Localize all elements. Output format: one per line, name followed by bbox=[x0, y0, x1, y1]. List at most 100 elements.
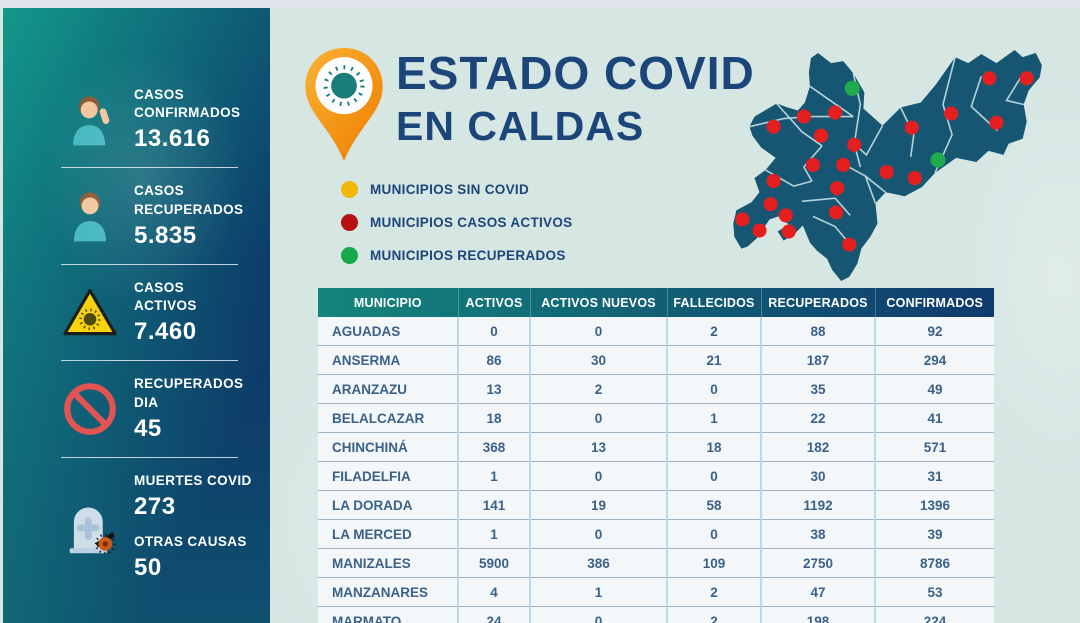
tombstone-icon bbox=[61, 499, 119, 555]
title-line1: ESTADO COVID bbox=[396, 47, 755, 99]
table-cell: 1 bbox=[457, 519, 530, 549]
table-cell: 30 bbox=[529, 345, 667, 375]
table-cell: 1 bbox=[457, 461, 530, 491]
active-municipality-dot bbox=[989, 115, 1004, 130]
legend-item: MUNICIPIOS CASOS ACTIVOS bbox=[341, 214, 572, 231]
table-cell: 368 bbox=[457, 432, 530, 462]
municipality-name: LA DORADA bbox=[318, 490, 458, 520]
table-cell: 187 bbox=[760, 345, 875, 375]
table-cell: 8786 bbox=[874, 548, 994, 578]
sidebar-stat-item: CASOS CONFIRMADOS 13.616 bbox=[3, 86, 270, 153]
table-cell: 198 bbox=[760, 606, 875, 623]
table-cell: 39 bbox=[874, 519, 994, 549]
table-row: ANSERMA 86 30 21 187 294 bbox=[318, 345, 994, 375]
stat-label: RECUPERADOS DIA bbox=[134, 376, 244, 410]
table-cell: 2 bbox=[666, 577, 761, 607]
table-cell: 0 bbox=[529, 461, 667, 491]
table-cell: 13 bbox=[457, 374, 530, 404]
active-municipality-dot bbox=[766, 119, 781, 134]
sidebar-divider bbox=[61, 360, 238, 362]
active-municipality-dot bbox=[763, 197, 778, 212]
municipality-name: MANZANARES bbox=[318, 577, 458, 607]
stat-entry: MUERTES COVID 273 bbox=[134, 472, 252, 521]
sidebar-divider bbox=[61, 263, 238, 265]
map-legend: MUNICIPIOS SIN COVID MUNICIPIOS CASOS ACT… bbox=[341, 181, 572, 280]
table-cell: 30 bbox=[760, 461, 875, 491]
person-waving-icon bbox=[61, 93, 119, 147]
column-header: MUNICIPIO bbox=[353, 295, 422, 310]
active-municipality-dot bbox=[907, 171, 922, 186]
table-row: CHINCHINÁ 368 13 18 182 571 bbox=[318, 432, 994, 462]
sidebar-divider bbox=[61, 167, 238, 169]
column-header: FALLECIDOS bbox=[666, 288, 761, 317]
person-icon bbox=[61, 189, 119, 243]
stat-entry: CASOS ACTIVOS 7.460 bbox=[134, 279, 197, 346]
stat-label: CASOS CONFIRMADOS bbox=[134, 87, 241, 121]
table-row: MARMATO 24 0 2 198 224 bbox=[318, 606, 994, 623]
table-row: ARANZAZU 13 2 0 35 49 bbox=[318, 374, 994, 404]
legend-dot-icon bbox=[341, 181, 358, 198]
table-cell: 88 bbox=[760, 317, 875, 346]
table-cell: 386 bbox=[529, 548, 667, 578]
column-header: CONFIRMADOS bbox=[874, 288, 994, 317]
active-municipality-dot bbox=[879, 164, 894, 180]
table-cell: 1 bbox=[529, 577, 667, 607]
recovered-municipality-dot bbox=[930, 152, 946, 168]
table-cell: 2 bbox=[666, 317, 761, 346]
table-cell: 21 bbox=[666, 345, 761, 375]
active-municipality-dot bbox=[847, 137, 862, 152]
table-cell: 1192 bbox=[760, 490, 875, 520]
table-cell: 24 bbox=[457, 606, 530, 623]
table-cell: 19 bbox=[529, 490, 667, 520]
table-row: AGUADAS 0 0 2 88 92 bbox=[318, 317, 994, 346]
virus-warning-icon bbox=[61, 287, 119, 339]
active-municipality-dot bbox=[781, 224, 796, 239]
top-strip bbox=[0, 0, 1080, 7]
municipality-name: MANIZALES bbox=[318, 548, 458, 578]
title-line2: EN CALDAS bbox=[396, 102, 645, 149]
municipality-name: BELALCAZAR bbox=[318, 403, 458, 433]
table-cell: 18 bbox=[457, 403, 530, 433]
table-cell: 92 bbox=[874, 317, 994, 346]
stat-value: 50 bbox=[134, 554, 162, 582]
stat-value: 13.616 bbox=[134, 125, 211, 153]
active-municipality-dot bbox=[836, 157, 851, 173]
column-header: RECUPERADOS bbox=[760, 288, 875, 317]
table-cell: 224 bbox=[874, 606, 994, 623]
table-row: MANZANARES 4 1 2 47 53 bbox=[318, 577, 994, 607]
legend-item: MUNICIPIOS SIN COVID bbox=[341, 181, 572, 198]
table-row: LA MERCED 1 0 0 38 39 bbox=[318, 519, 994, 549]
municipality-name: LA MERCED bbox=[318, 519, 458, 549]
active-municipality-dot bbox=[752, 223, 767, 238]
sidebar-stat-item: CASOS RECUPERADOS 5.835 bbox=[3, 182, 270, 249]
table-cell: 38 bbox=[760, 519, 875, 549]
table-cell: 49 bbox=[874, 374, 994, 404]
table-cell: 31 bbox=[874, 461, 994, 491]
active-municipality-dot bbox=[813, 128, 829, 143]
stat-value: 45 bbox=[134, 414, 162, 442]
municipality-name: CHINCHINÁ bbox=[318, 432, 458, 462]
table-cell: 2 bbox=[529, 374, 667, 404]
table-cell: 86 bbox=[457, 345, 530, 375]
municipality-name: ARANZAZU bbox=[318, 374, 458, 404]
table-header: MUNICIPIO ACTIVOS ACTIVOS NUEVOS FALLECIDOS… bbox=[318, 288, 994, 317]
table-row: MANIZALES 5900 386 109 2750 8786 bbox=[318, 548, 994, 578]
table-cell: 294 bbox=[874, 345, 994, 375]
table-cell: 0 bbox=[529, 403, 667, 433]
active-municipality-dot bbox=[982, 71, 997, 86]
stat-label: CASOS RECUPERADOS bbox=[134, 183, 244, 217]
municipalities-table: MUNICIPIO ACTIVOS ACTIVOS NUEVOS FALLECIDOS… bbox=[318, 288, 994, 623]
stat-value: 273 bbox=[134, 492, 176, 520]
table-cell: 4 bbox=[457, 577, 530, 607]
table-cell: 5900 bbox=[457, 548, 530, 578]
legend-item: MUNICIPIOS RECUPERADOS bbox=[341, 247, 572, 264]
stat-entry: RECUPERADOS DIA 45 bbox=[134, 375, 243, 442]
legend-dot-icon bbox=[341, 214, 358, 231]
column-header: ACTIVOS bbox=[457, 288, 530, 317]
table-cell: 2750 bbox=[760, 548, 875, 578]
active-municipality-dot bbox=[1019, 71, 1034, 86]
sidebar-stat-item: CASOS ACTIVOS 7.460 bbox=[3, 279, 270, 346]
table-cell: 0 bbox=[666, 519, 761, 549]
table-cell: 571 bbox=[874, 432, 994, 462]
